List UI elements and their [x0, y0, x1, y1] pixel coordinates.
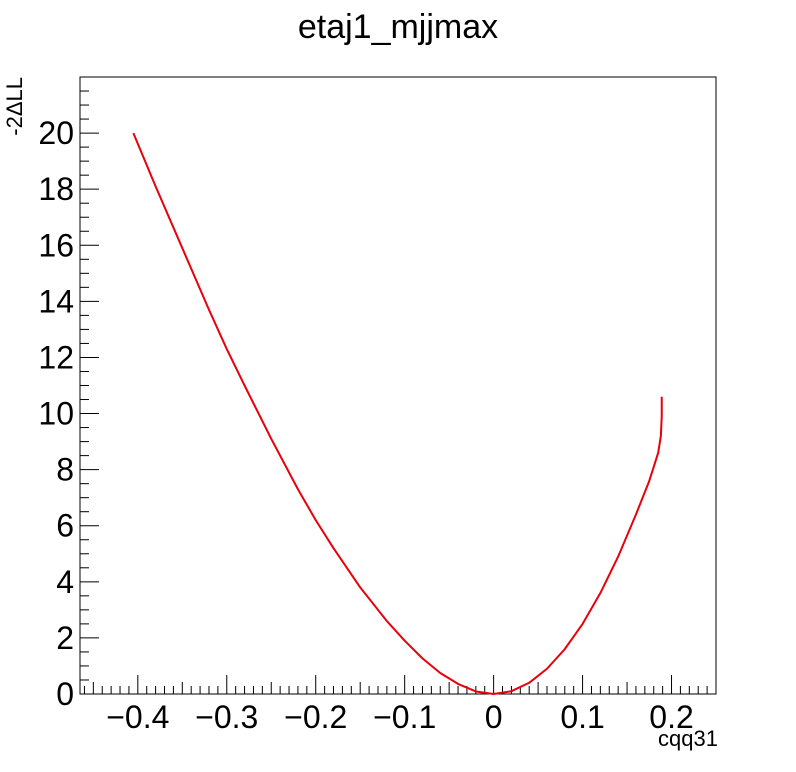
- series-layer: [132, 132, 663, 695]
- x-axis-label: cqq31: [658, 726, 718, 751]
- y-tick-label: 16: [38, 227, 74, 263]
- x-tick-label: 0: [485, 699, 503, 735]
- chart-title: etaj1_mjjmax: [298, 8, 498, 46]
- y-tick-label: 6: [56, 508, 74, 544]
- y-tick-label: 20: [38, 115, 74, 151]
- y-tick-label: 10: [38, 396, 74, 432]
- y-tick-label: 8: [56, 452, 74, 488]
- y-axis-ticks: 0 2 4 6 8 10 12 14 16 18 20: [38, 76, 99, 712]
- y-tick-label: 4: [56, 564, 74, 600]
- y-tick-label: 12: [38, 339, 74, 375]
- y-tick-label: 2: [56, 620, 74, 656]
- y-tick-label: 0: [56, 676, 74, 712]
- y-tick-label: 18: [38, 171, 74, 207]
- y-tick-label: 14: [38, 283, 74, 319]
- y-axis-label: -2ΔLL: [2, 77, 27, 136]
- x-tick-label: −0.1: [373, 699, 436, 735]
- x-axis-ticks: −0.4 −0.3 −0.2 −0.1 0 0.1 0.2: [83, 675, 717, 735]
- x-tick-label: −0.3: [195, 699, 258, 735]
- series-line: [132, 132, 663, 695]
- x-tick-label: −0.2: [284, 699, 347, 735]
- plot-frame: [79, 76, 717, 695]
- x-tick-label: −0.4: [106, 699, 169, 735]
- x-tick-label: 0.2: [649, 699, 693, 735]
- x-tick-label: 0.1: [560, 699, 604, 735]
